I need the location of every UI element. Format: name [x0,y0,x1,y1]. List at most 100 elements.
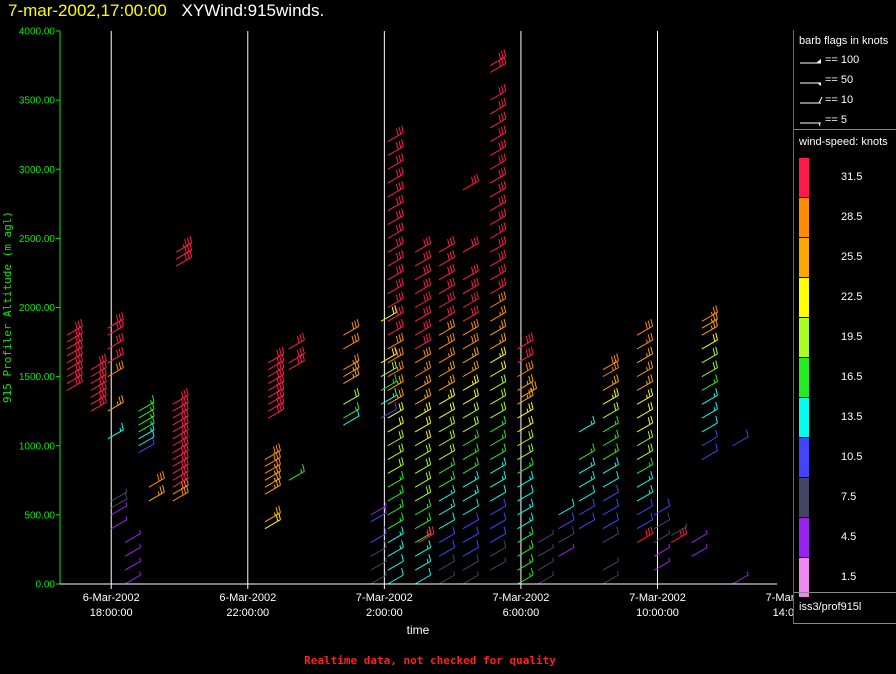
wind-barb [489,415,507,433]
colorbar-label: 1.5 [841,571,857,583]
y-tick-label: 500.00 [24,510,55,521]
wind-barb [370,557,387,571]
wind-barb [438,540,456,557]
wind-barb [578,512,596,530]
wind-barb [517,498,534,516]
wind-barb [438,332,456,350]
wind-barb [653,512,671,530]
wind-barb [517,346,534,364]
wind-barb [517,429,534,447]
x-tick-time: 2:00:00 [366,607,403,619]
colorbar-label: 19.5 [841,331,863,343]
wind-barb [438,457,456,474]
wind-barbs [66,49,749,585]
wind-barb [438,360,456,378]
wind-barb [602,557,619,571]
wind-barb [107,346,124,364]
wind-barb [387,332,404,350]
wind-barb [489,498,507,516]
wind-barb [387,526,404,543]
wind-barb [602,498,619,516]
wind-barb [288,332,305,350]
wind-barb [414,291,432,308]
wind-barb [380,388,398,405]
wind-barb [110,488,128,502]
wind-barb [537,543,555,557]
wind-barb [387,429,404,447]
wind-barb [418,526,435,543]
wind-barb [380,374,398,391]
wind-barb [288,346,305,364]
wind-barb [387,553,404,571]
wind-barb [438,526,456,543]
wind-barb [636,471,654,488]
wind-barb [387,139,404,156]
wind-barb [537,571,555,585]
wind-barb [343,388,360,405]
wind-barb [370,526,387,543]
colorbar-label: 25.5 [841,251,863,263]
wind-profile-chart: 0.00 500.00 1000.00 1500.00 2000.00 2500.00 30… [1,27,793,638]
x-tick-time: 10:00:00 [636,607,679,619]
wind-barb [701,360,718,378]
wind-barb [414,332,432,350]
wind-barb [462,540,479,557]
x-tick-time: 18:00:00 [90,607,133,619]
wind-barb [636,512,654,530]
colorbar-title: wind-speed: knots [799,136,888,148]
wind-barb [107,332,124,350]
wind-barb [636,360,654,378]
wind-barb [414,374,432,391]
wind-barb [489,277,507,295]
colorbar-swatch [799,198,809,237]
wind-barb [517,567,534,585]
wind-barb [636,429,654,447]
wind-barb [489,332,507,350]
barb-sample-icon [800,82,821,87]
wind-barb [517,484,534,502]
wind-barb [438,346,456,364]
wind-barb [636,526,654,543]
wind-barb [537,529,555,543]
wind-barb [578,457,596,474]
wind-barb [517,360,534,378]
wind-barb [387,249,404,267]
wind-barb [414,415,432,433]
wind-barb [489,360,507,378]
wind-barb [489,291,507,308]
wind-barb [636,388,654,405]
chart-header: 7-mar-2002,17:00:00 XYWind:915winds. [8,0,324,22]
wind-barb [489,557,507,571]
barb-sample-icon [800,59,821,64]
x-tick-date: 7-Mar-2002 [629,592,686,604]
wind-barb [489,125,507,143]
colorbar-label: 7.5 [841,491,857,503]
y-tick-label: 1000.00 [19,441,56,452]
wind-barb [380,305,398,322]
wind-barb [602,457,619,474]
wind-barb [462,318,479,336]
barb-legend-item: == 100 [799,54,859,66]
wind-barb [124,543,141,557]
wind-barb [387,401,404,419]
wind-barb [264,505,281,523]
wind-barb [438,415,456,433]
wind-barb [489,249,507,267]
wind-barb [438,263,456,281]
wind-barb [558,498,575,516]
wind-barb [438,512,456,530]
wind-barb [489,512,507,530]
wind-barb [387,540,404,557]
barb-sample-icon [800,122,821,127]
wind-barb [172,388,189,405]
barb-sample-icon [800,96,823,104]
wind-barb [462,305,479,322]
station-name: iss3/prof915l [799,601,862,613]
wind-barb [489,153,507,170]
wind-barb [636,374,654,391]
colorbar-label: 4.5 [841,531,857,543]
barb-legend-title: barb flags in knots [799,35,889,47]
wind-barb [387,471,404,488]
x-axis-ticks: 6-Mar-2002 18:00:00 6-Mar-2002 22:00:00 7-Ma… [83,584,793,619]
wind-barb [387,346,404,364]
